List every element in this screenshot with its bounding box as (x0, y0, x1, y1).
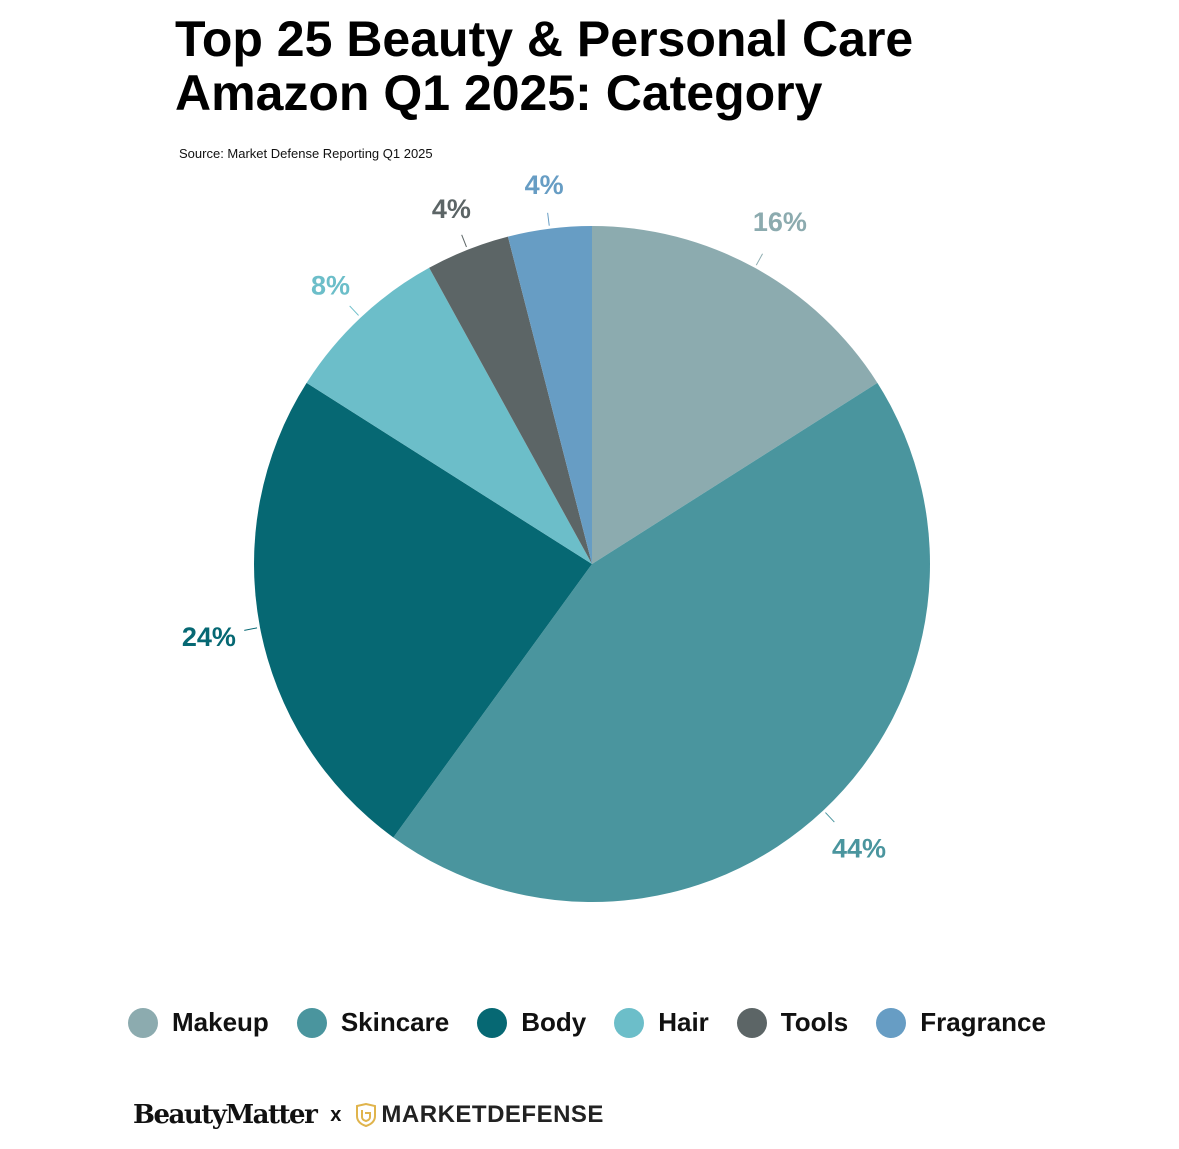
footer: BeautyMatter x MARKETDEFENSE (133, 1100, 604, 1130)
pie-slice-hair (306, 267, 592, 564)
legend-label: Body (521, 1007, 587, 1037)
data-label-skincare: 44% (832, 833, 886, 863)
leader-line-makeup (755, 253, 763, 266)
leader-line-skincare (825, 812, 835, 823)
legend-swatch (736, 1007, 767, 1038)
chart-title: Top 25 Beauty & Personal Care Amazon Q1 2… (175, 12, 913, 120)
legend-swatch (876, 1007, 907, 1038)
leader-line-tools (461, 234, 467, 248)
pie-chart: 16% 44% 24% 8% 4% 4% (182, 170, 930, 903)
legend-label: Tools (780, 1007, 849, 1037)
source-note: Source: Market Defense Reporting Q1 2025 (179, 146, 433, 161)
data-label-body: 24% (182, 622, 236, 652)
legend-item-fragrance: Fragrance (876, 1007, 1046, 1038)
legend-item-hair: Hair (614, 1007, 709, 1038)
data-label-tools: 4% (432, 194, 471, 224)
beautymatter-logo: BeautyMatter (133, 1100, 318, 1130)
legend-swatch (614, 1007, 645, 1038)
separator: x (330, 1103, 342, 1126)
leader-line-body (244, 627, 258, 631)
legend: Makeup Skincare Body Hair Tools Fragrance (128, 1007, 1046, 1038)
legend-item-tools: Tools (736, 1007, 849, 1038)
legend-item-skincare: Skincare (296, 1007, 450, 1038)
title-line-1: Top 25 Beauty & Personal Care (175, 11, 914, 67)
legend-label: Makeup (172, 1007, 269, 1037)
legend-swatch (296, 1007, 327, 1038)
title-line-2: Amazon Q1 2025: Category (175, 65, 823, 121)
legend-swatch (477, 1007, 508, 1038)
pie-slice-body (253, 382, 592, 838)
legend-label: Hair (658, 1007, 709, 1037)
data-label-makeup: 16% (753, 207, 807, 237)
marketdefense-logo: MARKETDEFENSE (355, 1101, 604, 1129)
marketdefense-text: MARKETDEFENSE (381, 1101, 604, 1128)
legend-item-makeup: Makeup (128, 1007, 269, 1038)
legend-swatch (128, 1007, 158, 1038)
leader-line-fragrance (547, 212, 550, 226)
pie-slice-tools (429, 236, 592, 564)
shield-icon (356, 1103, 377, 1127)
data-label-hair: 8% (311, 271, 350, 301)
data-label-fragrance: 4% (525, 170, 564, 200)
leader-line-hair (349, 305, 359, 316)
legend-label: Skincare (340, 1007, 450, 1037)
pie-slice-skincare (393, 382, 930, 903)
legend-label: Fragrance (920, 1007, 1046, 1037)
pie-slice-fragrance (507, 226, 592, 564)
legend-item-body: Body (477, 1007, 586, 1038)
pie-slice-makeup (592, 226, 878, 564)
